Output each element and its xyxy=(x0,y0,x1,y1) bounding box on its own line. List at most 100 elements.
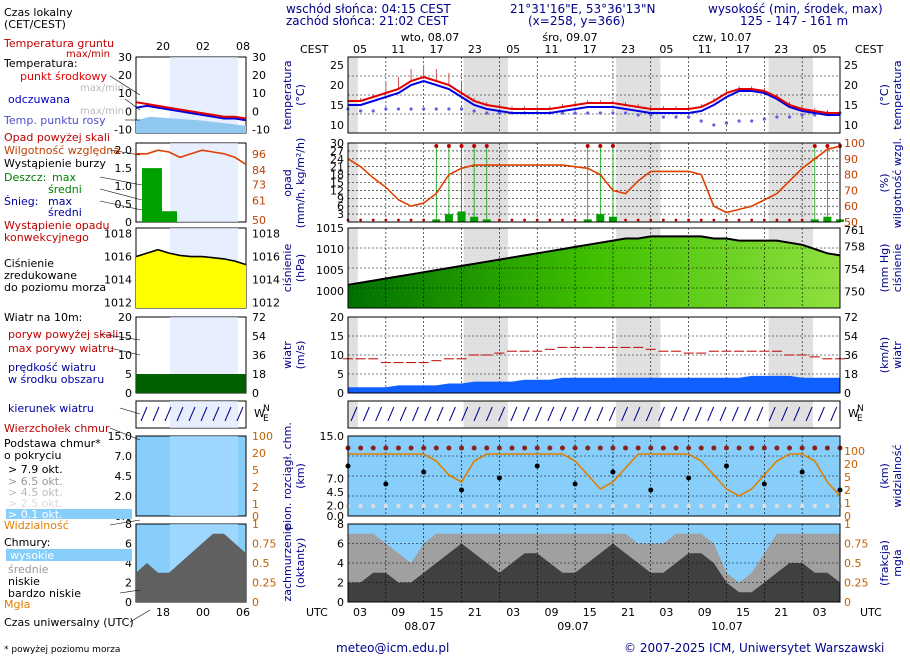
cloud-base-low-dot xyxy=(547,503,553,509)
fog-tick: 1 xyxy=(844,518,851,531)
rain-legend: Deszcz: xyxy=(4,171,46,184)
hist-wind-arrow xyxy=(188,406,196,422)
wind-arrow xyxy=(399,406,407,422)
no-precip-dot xyxy=(649,218,653,222)
dew-point-dot xyxy=(649,113,653,117)
no-precip-dot xyxy=(548,218,552,222)
hist-wind-tick: 0 xyxy=(125,387,132,400)
hist-wind-area xyxy=(136,374,246,393)
storm-marker xyxy=(585,144,590,148)
no-precip-dot xyxy=(725,218,728,222)
pressure-line xyxy=(347,235,841,286)
dew-point-dot xyxy=(762,117,766,121)
cover-tick: 2 xyxy=(337,577,344,590)
cloud-base-low-dot xyxy=(825,503,830,509)
precip-tick: 9 xyxy=(337,192,344,205)
cloud-base-legend: o pokryciu xyxy=(4,449,61,462)
hist-cloud-tick: 2.0 xyxy=(115,490,133,503)
hist-pressure-tick-right: 1012 xyxy=(252,296,280,309)
humidity-axis-label: wilgotność wzgl. xyxy=(891,138,904,228)
high-swatch xyxy=(6,549,132,561)
rain-mid-legend: średni xyxy=(48,183,82,196)
cloud-tick: 7.0 xyxy=(327,473,345,486)
legend-connector xyxy=(119,407,141,415)
dew-point-dot xyxy=(434,107,438,111)
cloud-top-dot xyxy=(597,445,603,451)
panel-frame xyxy=(347,316,841,394)
legend-connector xyxy=(99,188,143,201)
visibility-legend: Widzialność xyxy=(4,519,69,532)
precip-tick: 21 xyxy=(330,161,344,174)
no-precip-dot xyxy=(409,218,413,222)
hist-cover-tick: 8 xyxy=(125,518,132,531)
cover-axis-label: (oktanty) xyxy=(294,538,307,589)
hist-temp-tick: 0 xyxy=(125,105,132,118)
hist-compass-n: N xyxy=(263,404,270,414)
utc-hour: 09 xyxy=(545,606,559,619)
cloud-top-dot xyxy=(509,445,515,451)
cloud-base-low-dot xyxy=(572,503,578,509)
dew-point-dot xyxy=(459,107,464,111)
hist-wind-arrow xyxy=(212,406,220,422)
dew-point-dot xyxy=(775,115,779,119)
cest-label-right: CEST xyxy=(855,43,884,56)
cloud-base-low-dot xyxy=(396,503,401,509)
gust-above-legend: poryw powyżej skali xyxy=(8,328,118,341)
cest-day: śro, 09.07 xyxy=(542,31,597,44)
rain-bar xyxy=(482,219,491,222)
wind-arrow xyxy=(412,406,419,422)
no-precip-dot xyxy=(636,218,640,222)
dew-point-dot xyxy=(750,119,754,123)
temp-axis-label-right: temperatura xyxy=(891,60,904,129)
snow-mid-legend: średni xyxy=(48,206,82,219)
wind-arrow xyxy=(781,406,788,422)
dew-point-dot xyxy=(611,111,615,115)
rain-max-legend: max xyxy=(52,171,76,184)
cloud-base-low-dot xyxy=(711,503,717,509)
wind10-legend: Wiatr na 10m: xyxy=(4,311,82,324)
cloud-base-legend: Podstawa chmur* xyxy=(4,437,101,450)
hist-pressure-tick: 1016 xyxy=(104,251,132,264)
hist-humidity-tick: 50 xyxy=(252,214,266,227)
no-precip-dot xyxy=(674,218,678,222)
wind-arrow xyxy=(362,406,370,422)
hist-utc-hour: 06 xyxy=(236,606,250,619)
cloud-top-dot xyxy=(635,445,641,451)
hist-temp-tick-right: 10 xyxy=(252,87,266,100)
pressure-axis-label-right: (mm Hg) xyxy=(878,244,891,293)
cloud-top-dot xyxy=(522,445,528,451)
dew-point-dot xyxy=(560,111,565,115)
utc-hour: 15 xyxy=(736,606,750,619)
hist-cover-tick: 6 xyxy=(125,538,132,551)
night-band xyxy=(768,143,813,222)
maxmin-legend: max/min xyxy=(80,83,124,94)
compass-n: N xyxy=(857,404,864,414)
hist-visibility-tick: 2 xyxy=(252,481,259,494)
storm-legend: Wystąpienie burzy xyxy=(4,157,106,170)
dew-point-dot xyxy=(359,109,363,113)
cest-hour: 23 xyxy=(621,43,635,56)
night-band xyxy=(616,401,661,428)
hist-rain-bar xyxy=(162,211,177,222)
temp-axis-label: temperatura xyxy=(281,60,294,129)
cloud-base-low-dot xyxy=(812,503,817,509)
email-link[interactable]: meteo@icm.edu.pl xyxy=(336,641,450,655)
wind-tick: 10 xyxy=(330,349,344,362)
no-precip-dot xyxy=(573,218,577,222)
cest-hour: 05 xyxy=(353,43,367,56)
cloud-top-dot xyxy=(660,445,666,451)
cloud-top-dot xyxy=(799,445,805,451)
dew-point-dot xyxy=(422,107,426,111)
height-values: 125 - 147 - 161 m xyxy=(740,14,849,28)
very-low-legend: bardzo niskie xyxy=(8,587,81,600)
cloud-top-dot xyxy=(749,445,755,451)
cloud-base-low-dot xyxy=(673,503,679,509)
humidity-legend: Wilgotność względna xyxy=(4,144,120,157)
hist-wind-tick: 10 xyxy=(118,349,132,362)
wind-kmh-tick: 72 xyxy=(844,311,858,324)
low-legend: niskie xyxy=(8,575,40,588)
dew-point-dot xyxy=(396,107,401,111)
no-precip-dot xyxy=(422,218,426,222)
legend-connector xyxy=(99,176,143,186)
